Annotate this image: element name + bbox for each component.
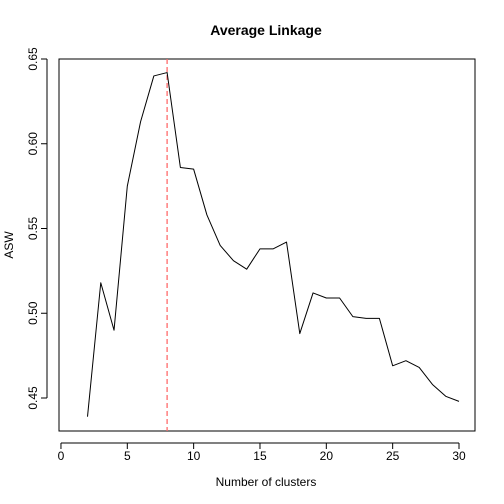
x-tick-label: 5 [124, 449, 131, 463]
plot-frame [58, 58, 476, 432]
x-tick-label: 30 [452, 449, 466, 463]
plot-marks [87, 59, 460, 431]
y-tick-label: 0.60 [26, 132, 40, 156]
x-axis: 0 5 10 15 20 25 30 [58, 442, 466, 463]
series-line [87, 72, 460, 417]
x-axis-label: Number of clusters [216, 475, 317, 489]
y-tick-label: 0.65 [26, 47, 40, 71]
x-tick-label: 20 [320, 449, 334, 463]
y-axis-label: ASW [2, 231, 16, 259]
chart-title: Average Linkage [210, 22, 322, 38]
y-tick-label: 0.45 [26, 386, 40, 410]
x-tick-label: 10 [187, 449, 201, 463]
y-tick-label: 0.55 [26, 216, 40, 240]
x-tick-label: 15 [253, 449, 267, 463]
x-tick-label: 0 [58, 449, 65, 463]
x-tick-label: 25 [386, 449, 400, 463]
y-tick-label: 0.50 [26, 301, 40, 325]
y-axis: 0.45 0.50 0.55 0.60 0.65 [26, 47, 48, 410]
